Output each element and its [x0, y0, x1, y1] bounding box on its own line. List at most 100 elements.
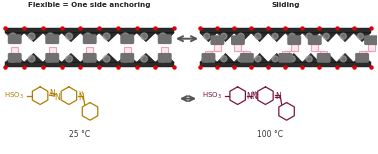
Polygon shape [118, 33, 127, 42]
Polygon shape [43, 53, 62, 62]
Polygon shape [136, 33, 146, 42]
Polygon shape [62, 33, 81, 42]
Polygon shape [136, 53, 155, 62]
Text: N: N [246, 92, 252, 101]
Polygon shape [251, 33, 268, 42]
Polygon shape [234, 33, 251, 42]
Text: H: H [252, 91, 256, 96]
Circle shape [85, 55, 91, 62]
FancyBboxPatch shape [45, 53, 59, 63]
Circle shape [103, 33, 110, 40]
Polygon shape [5, 33, 24, 42]
Polygon shape [285, 53, 302, 62]
Polygon shape [24, 53, 43, 62]
FancyBboxPatch shape [234, 43, 242, 51]
Polygon shape [200, 62, 371, 67]
Circle shape [289, 56, 295, 62]
Circle shape [85, 33, 91, 40]
Circle shape [255, 33, 261, 39]
Circle shape [306, 33, 312, 39]
Text: Sliding: Sliding [271, 2, 299, 8]
Polygon shape [5, 53, 24, 62]
Polygon shape [5, 62, 174, 67]
FancyBboxPatch shape [49, 47, 56, 55]
Polygon shape [234, 33, 243, 42]
Polygon shape [217, 33, 234, 42]
Polygon shape [99, 53, 118, 62]
Circle shape [289, 33, 295, 39]
Circle shape [66, 33, 73, 40]
Circle shape [66, 55, 73, 62]
Polygon shape [302, 53, 311, 62]
FancyBboxPatch shape [211, 35, 224, 45]
Text: N: N [251, 92, 257, 101]
Circle shape [9, 33, 16, 40]
Polygon shape [200, 28, 371, 33]
Polygon shape [24, 53, 34, 62]
Polygon shape [155, 33, 165, 42]
Circle shape [47, 55, 54, 62]
FancyBboxPatch shape [158, 34, 172, 44]
FancyBboxPatch shape [308, 35, 322, 45]
FancyBboxPatch shape [120, 34, 134, 44]
FancyBboxPatch shape [355, 53, 369, 63]
Polygon shape [118, 33, 136, 42]
Polygon shape [43, 53, 52, 62]
FancyBboxPatch shape [83, 53, 97, 63]
FancyBboxPatch shape [201, 53, 215, 63]
Circle shape [160, 33, 166, 40]
Polygon shape [268, 53, 285, 62]
Text: N: N [78, 93, 84, 102]
FancyBboxPatch shape [291, 43, 298, 51]
Circle shape [238, 33, 244, 39]
Text: N: N [275, 92, 281, 101]
FancyBboxPatch shape [124, 47, 131, 55]
FancyBboxPatch shape [243, 51, 250, 55]
FancyBboxPatch shape [367, 43, 375, 51]
Polygon shape [353, 53, 371, 62]
Polygon shape [200, 33, 208, 42]
Circle shape [221, 56, 227, 62]
Polygon shape [234, 53, 251, 62]
Polygon shape [155, 53, 174, 62]
Text: N: N [49, 89, 55, 98]
FancyBboxPatch shape [240, 53, 254, 63]
Polygon shape [99, 33, 118, 42]
Polygon shape [336, 33, 353, 42]
Polygon shape [155, 53, 165, 62]
FancyBboxPatch shape [158, 53, 172, 63]
Circle shape [323, 33, 329, 39]
Polygon shape [81, 33, 99, 42]
FancyBboxPatch shape [8, 34, 22, 44]
Polygon shape [200, 33, 217, 42]
Polygon shape [319, 53, 336, 62]
Circle shape [103, 55, 110, 62]
Circle shape [238, 56, 244, 62]
Polygon shape [99, 53, 108, 62]
Polygon shape [302, 33, 311, 42]
Text: HSO$_3$: HSO$_3$ [202, 91, 222, 101]
Polygon shape [155, 33, 174, 42]
Polygon shape [251, 53, 268, 62]
Polygon shape [62, 53, 81, 62]
Polygon shape [319, 53, 328, 62]
Polygon shape [200, 53, 208, 62]
Polygon shape [268, 33, 285, 42]
Circle shape [28, 33, 35, 40]
Circle shape [28, 55, 35, 62]
FancyBboxPatch shape [231, 35, 245, 45]
Polygon shape [285, 53, 294, 62]
Polygon shape [217, 53, 226, 62]
Polygon shape [24, 33, 34, 42]
Text: 100 °C: 100 °C [257, 130, 284, 139]
Polygon shape [99, 33, 108, 42]
Circle shape [357, 56, 364, 62]
Circle shape [47, 33, 54, 40]
Polygon shape [118, 53, 136, 62]
Text: Flexible = One side anchoring: Flexible = One side anchoring [28, 2, 151, 8]
Polygon shape [5, 53, 15, 62]
FancyBboxPatch shape [83, 34, 97, 44]
Polygon shape [268, 33, 277, 42]
Circle shape [340, 33, 346, 39]
Circle shape [122, 33, 129, 40]
